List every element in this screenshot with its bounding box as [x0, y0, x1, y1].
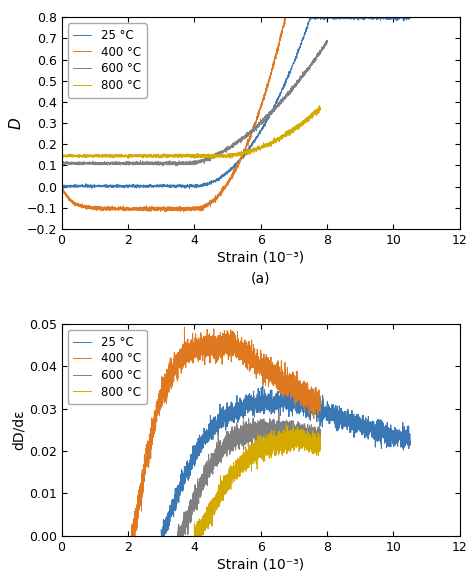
- Line: 800 °C: 800 °C: [194, 424, 320, 536]
- 25 °C: [187, 458, 192, 465]
- 800 °C: [191, 532, 197, 539]
- 600 °C: [200, 474, 205, 481]
- 400 °C: [59, 185, 64, 192]
- 25 °C: [407, 14, 413, 21]
- 25 °C: [99, 183, 104, 190]
- 800 °C: [209, 156, 214, 162]
- Legend: 25 °C, 400 °C, 600 °C, 800 °C: 25 °C, 400 °C, 600 °C, 800 °C: [67, 23, 146, 97]
- 600 °C: [191, 492, 197, 499]
- 400 °C: [169, 207, 175, 214]
- 600 °C: [161, 159, 166, 166]
- 800 °C: [158, 153, 164, 160]
- Title: (a): (a): [251, 271, 271, 286]
- 400 °C: [161, 385, 167, 392]
- 25 °C: [119, 184, 125, 191]
- 25 °C: [407, 438, 413, 445]
- 600 °C: [172, 159, 178, 166]
- 25 °C: [59, 183, 64, 190]
- 600 °C: [315, 435, 320, 442]
- Line: 600 °C: 600 °C: [178, 412, 320, 536]
- 25 °C: [192, 184, 198, 191]
- 600 °C: [291, 84, 296, 90]
- 400 °C: [318, 393, 323, 400]
- 25 °C: [158, 526, 164, 533]
- 400 °C: [104, 204, 109, 211]
- 800 °C: [240, 465, 246, 472]
- 600 °C: [324, 37, 330, 44]
- 800 °C: [213, 501, 219, 507]
- 600 °C: [324, 37, 330, 44]
- Legend: 25 °C, 400 °C, 600 °C, 800 °C: 25 °C, 400 °C, 600 °C, 800 °C: [67, 330, 146, 404]
- 600 °C: [276, 409, 282, 416]
- 400 °C: [182, 324, 187, 331]
- Line: 400 °C: 400 °C: [62, 0, 320, 212]
- 800 °C: [169, 152, 175, 159]
- 400 °C: [128, 532, 134, 539]
- 800 °C: [318, 106, 323, 113]
- 25 °C: [402, 439, 408, 446]
- 800 °C: [246, 451, 251, 458]
- 400 °C: [314, 403, 319, 410]
- 600 °C: [105, 160, 110, 167]
- 600 °C: [230, 441, 236, 448]
- 800 °C: [312, 108, 318, 115]
- 600 °C: [300, 427, 305, 434]
- 800 °C: [301, 431, 307, 438]
- Line: 400 °C: 400 °C: [131, 327, 320, 536]
- 600 °C: [160, 162, 165, 169]
- 800 °C: [206, 513, 211, 520]
- 25 °C: [363, 14, 369, 21]
- Line: 25 °C: 25 °C: [62, 17, 410, 188]
- 800 °C: [285, 130, 291, 137]
- 800 °C: [191, 520, 197, 526]
- 25 °C: [278, 382, 284, 389]
- 800 °C: [104, 151, 109, 158]
- 400 °C: [162, 209, 168, 215]
- 25 °C: [308, 14, 313, 21]
- 25 °C: [401, 14, 406, 21]
- X-axis label: Strain (10⁻³): Strain (10⁻³): [217, 558, 304, 572]
- 600 °C: [59, 161, 64, 168]
- 600 °C: [175, 530, 181, 537]
- 600 °C: [318, 445, 323, 452]
- 800 °C: [59, 152, 64, 159]
- 400 °C: [150, 420, 156, 427]
- 25 °C: [187, 185, 192, 192]
- 400 °C: [293, 382, 299, 389]
- 400 °C: [158, 206, 164, 213]
- Line: 600 °C: 600 °C: [62, 40, 327, 166]
- Line: 800 °C: 800 °C: [62, 106, 320, 159]
- Y-axis label: D: D: [9, 117, 24, 129]
- 25 °C: [201, 438, 207, 445]
- X-axis label: Strain (10⁻³): Strain (10⁻³): [217, 251, 304, 265]
- 800 °C: [317, 103, 322, 109]
- 800 °C: [291, 420, 296, 427]
- 25 °C: [158, 532, 164, 539]
- Y-axis label: dD/dε: dD/dε: [12, 410, 26, 450]
- 600 °C: [236, 428, 242, 435]
- 600 °C: [175, 532, 181, 539]
- 400 °C: [285, 5, 291, 12]
- 25 °C: [375, 425, 381, 431]
- 800 °C: [88, 151, 94, 158]
- 800 °C: [315, 439, 321, 446]
- 25 °C: [254, 399, 259, 406]
- 25 °C: [208, 180, 213, 187]
- Line: 25 °C: 25 °C: [161, 385, 410, 536]
- 400 °C: [209, 346, 215, 353]
- 25 °C: [264, 399, 270, 406]
- 400 °C: [88, 205, 94, 212]
- 400 °C: [201, 336, 207, 343]
- 600 °C: [89, 160, 95, 167]
- 800 °C: [318, 439, 323, 446]
- 600 °C: [319, 44, 325, 51]
